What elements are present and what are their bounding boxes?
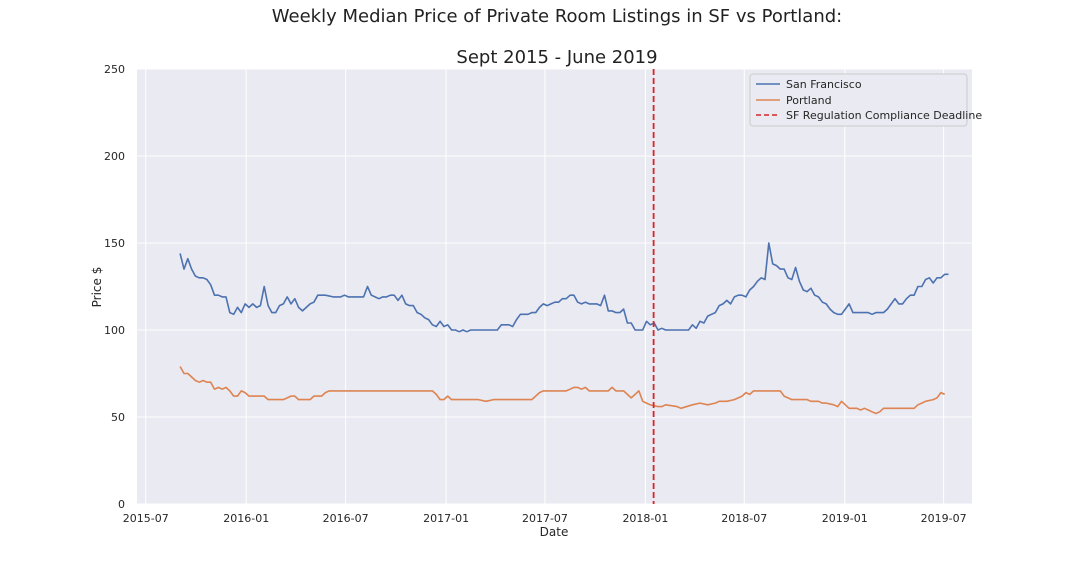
x-axis-label: Date <box>540 525 569 539</box>
y-tick-label: 50 <box>111 411 125 424</box>
series-layer <box>179 242 949 415</box>
series-line-san-francisco <box>179 242 949 333</box>
y-tick-label: 100 <box>104 324 125 337</box>
gridlines <box>137 68 972 505</box>
y-axis-ticks: 0 50 100 150 200 250 <box>104 63 125 511</box>
legend-label-san-francisco: San Francisco <box>786 78 862 91</box>
x-tick-label: 2016-01 <box>223 512 269 525</box>
y-tick-label: 150 <box>104 237 125 250</box>
legend: San Francisco Portland SF Regulation Com… <box>749 73 982 127</box>
y-tick-label: 250 <box>104 63 125 76</box>
legend-label-portland: Portland <box>786 94 832 107</box>
x-tick-label: 2015-07 <box>123 512 169 525</box>
x-tick-label: 2019-01 <box>822 512 868 525</box>
x-tick-label: 2019-07 <box>921 512 967 525</box>
x-axis-ticks: 2015-07 2016-01 2016-07 2017-01 2017-07 2018-… <box>123 512 967 525</box>
x-tick-label: 2017-07 <box>522 512 568 525</box>
legend-box <box>749 73 968 127</box>
y-tick-label: 0 <box>118 498 125 511</box>
x-tick-label: 2016-07 <box>323 512 369 525</box>
x-tick-label: 2018-07 <box>721 512 767 525</box>
chart-title-line2: Sept 2015 - June 2019 <box>456 47 657 68</box>
x-tick-label: 2017-01 <box>423 512 469 525</box>
y-tick-label: 200 <box>104 150 125 163</box>
series-line-portland <box>179 366 946 415</box>
y-axis-label: Price $ <box>90 267 104 308</box>
plot-area <box>137 69 972 504</box>
x-tick-label: 2018-01 <box>622 512 668 525</box>
legend-label-compliance-deadline: SF Regulation Compliance Deadline <box>786 109 982 122</box>
chart-title-line1: Weekly Median Price of Private Room List… <box>272 6 842 27</box>
